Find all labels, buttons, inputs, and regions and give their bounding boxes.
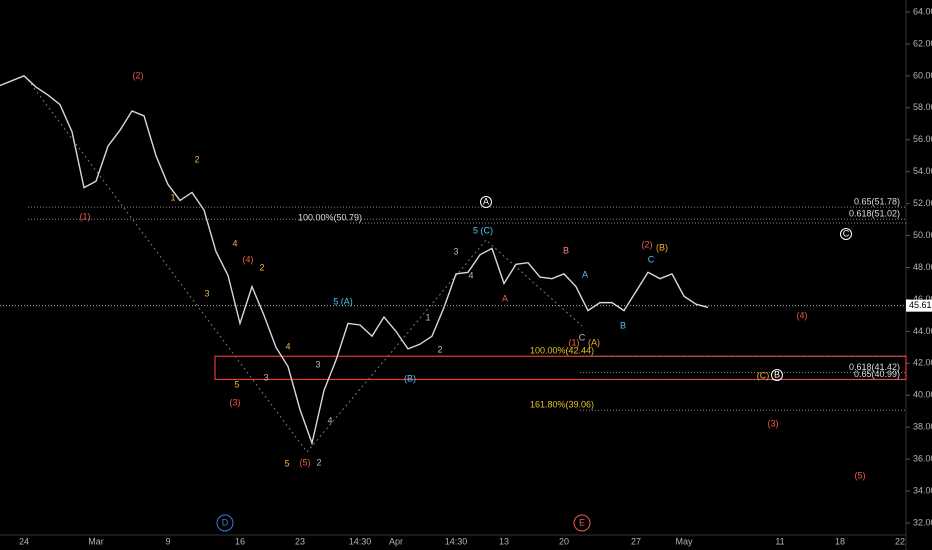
wave-label: (5) — [300, 457, 311, 467]
wave-label: (3) — [230, 397, 241, 407]
wave-circle — [573, 514, 591, 532]
y-tick-label: 40.00 — [913, 390, 932, 400]
last-price-label: 45.61 — [909, 300, 932, 310]
x-tick-label: 23 — [295, 536, 305, 546]
wave-label: B — [563, 245, 569, 255]
level-label: 0.65(51.78) — [854, 197, 900, 207]
y-tick-label: 52.00 — [913, 198, 932, 208]
wave-label: 1 — [170, 192, 175, 202]
wave-label: (4) — [243, 254, 254, 264]
wave-label: 3 — [204, 288, 209, 298]
y-tick-label: 46.00 — [913, 294, 932, 304]
level-label: 161.80%(39.06) — [530, 400, 594, 410]
y-tick-label: 34.00 — [913, 485, 932, 495]
y-tick-label: 36.00 — [913, 454, 932, 464]
level-label: 100.00%(42.44) — [530, 346, 594, 356]
wave-label: (1) — [80, 211, 91, 221]
y-tick-label: 60.00 — [913, 70, 932, 80]
x-tick-label: May — [675, 536, 693, 546]
wave-label: (2) — [133, 70, 144, 80]
wave-label: C — [843, 228, 850, 238]
y-tick-label: 42.00 — [913, 358, 932, 368]
last-price-box — [906, 299, 932, 312]
x-tick-label: 18 — [835, 536, 845, 546]
wave-label: 3 — [453, 246, 458, 256]
y-tick-label: 54.00 — [913, 166, 932, 176]
wave-label: A — [502, 293, 508, 303]
wave-label: 4 — [468, 270, 473, 280]
y-tick-label: 32.00 — [913, 517, 932, 527]
x-tick-label: Apr — [389, 536, 403, 546]
wave-label: A — [582, 269, 588, 279]
wave-label: (1) — [569, 337, 580, 347]
x-tick-label: 14:30 — [445, 536, 468, 546]
wave-label: (5) — [855, 470, 866, 480]
x-tick-label: 22 — [895, 536, 905, 546]
wave-circle — [216, 514, 234, 532]
wave-label: (4) — [797, 310, 808, 320]
wave-label: D — [222, 517, 229, 527]
wave-circle — [480, 196, 492, 208]
wave-label: 5 (C) — [473, 225, 493, 235]
x-tick-label: 11 — [775, 536, 784, 546]
wave-label: (A) — [588, 337, 600, 347]
wave-label: B — [774, 369, 780, 379]
wave-label: 2 — [316, 457, 321, 467]
x-tick-label: 9 — [165, 536, 170, 546]
wave-label: E — [579, 517, 585, 527]
level-label: 0.618(41.42) — [849, 362, 900, 372]
level-label: 0.65(40.99) — [854, 369, 900, 379]
x-tick-label: 16 — [235, 536, 245, 546]
wave-label: 3 — [315, 359, 320, 369]
wave-label: 5 — [234, 379, 239, 389]
wave-label: A — [483, 196, 489, 206]
y-tick-label: 44.00 — [913, 326, 932, 336]
x-tick-label: 13 — [499, 536, 509, 546]
y-tick-label: 62.00 — [913, 38, 932, 48]
wave-label: (C) — [757, 370, 770, 380]
wave-label: (B) — [404, 373, 416, 383]
wave-label: C — [648, 254, 655, 264]
y-tick-label: 56.00 — [913, 134, 932, 144]
wave-label: B — [620, 320, 626, 330]
y-tick-label: 38.00 — [913, 422, 932, 432]
level-label: 0.618(51.02) — [849, 209, 900, 219]
wave-label: 3 — [263, 372, 268, 382]
y-tick-label: 50.00 — [913, 230, 932, 240]
wave-label: 5 (A) — [333, 296, 353, 306]
x-tick-label: 14:30 — [349, 536, 372, 546]
wave-label: C — [579, 332, 586, 342]
wave-label: 4 — [327, 415, 332, 425]
wave-label: (3) — [768, 418, 779, 428]
wave-label: (B) — [656, 242, 668, 252]
level-label: 100.00%(50.79) — [298, 212, 362, 222]
y-tick-label: 64.00 — [913, 6, 932, 16]
x-tick-label: Mar — [88, 536, 104, 546]
x-tick-label: 20 — [559, 536, 569, 546]
wave-circle — [840, 228, 852, 240]
y-tick-label: 58.00 — [913, 102, 932, 112]
wave-label: 5 — [284, 458, 289, 468]
wave-label: 2 — [259, 262, 264, 272]
wave-label: 2 — [437, 344, 442, 354]
wave-circle — [771, 369, 783, 381]
wave-label: 2 — [194, 154, 199, 164]
price-line — [0, 75, 709, 446]
wave-label: 4 — [232, 238, 237, 248]
y-tick-label: 48.00 — [913, 262, 932, 272]
wave-label: 4 — [285, 341, 290, 351]
x-tick-label: 27 — [631, 536, 641, 546]
target-zone — [214, 355, 907, 381]
wave-label: 1 — [425, 312, 430, 322]
wave-label: (2) — [642, 239, 653, 249]
x-tick-label: 24 — [19, 536, 29, 546]
